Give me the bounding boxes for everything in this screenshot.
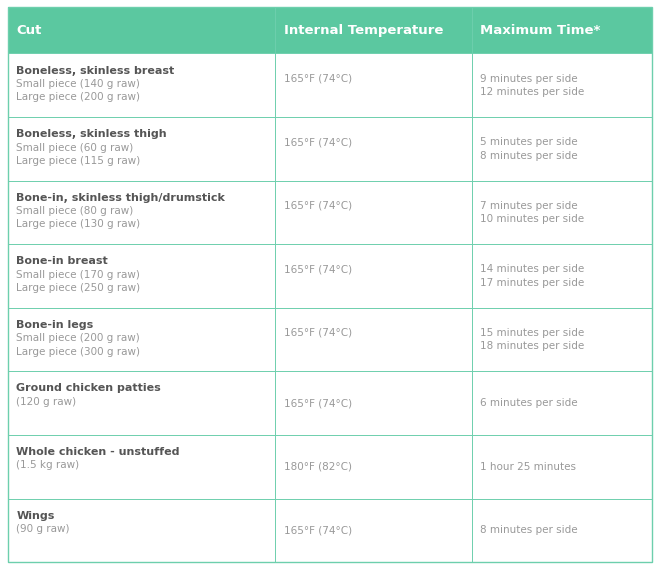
Text: 165°F (74°C): 165°F (74°C): [284, 328, 352, 338]
Text: Small piece (200 g raw): Small piece (200 g raw): [16, 333, 140, 343]
Bar: [8, 53, 652, 117]
Text: 1 hour 25 minutes: 1 hour 25 minutes: [480, 462, 576, 472]
Text: Small piece (60 g raw): Small piece (60 g raw): [16, 142, 134, 152]
Bar: [8, 244, 652, 308]
Text: Internal Temperature: Internal Temperature: [284, 24, 444, 36]
Text: 12 minutes per side: 12 minutes per side: [480, 87, 585, 97]
Text: Wings: Wings: [16, 510, 55, 521]
Bar: [8, 498, 652, 562]
Text: Ground chicken patties: Ground chicken patties: [16, 384, 161, 394]
Text: Small piece (140 g raw): Small piece (140 g raw): [16, 79, 141, 89]
Text: Large piece (200 g raw): Large piece (200 g raw): [16, 92, 141, 102]
Text: (90 g raw): (90 g raw): [16, 524, 70, 534]
Text: Whole chicken - unstuffed: Whole chicken - unstuffed: [16, 447, 180, 457]
Text: Boneless, skinless breast: Boneless, skinless breast: [16, 65, 175, 76]
Text: Bone-in legs: Bone-in legs: [16, 320, 94, 330]
Text: 165°F (74°C): 165°F (74°C): [284, 201, 352, 211]
Bar: [8, 435, 652, 498]
Text: Bone-in breast: Bone-in breast: [16, 256, 108, 266]
Text: Large piece (300 g raw): Large piece (300 g raw): [16, 347, 141, 357]
Bar: [8, 181, 652, 244]
Text: 17 minutes per side: 17 minutes per side: [480, 278, 585, 288]
Text: 15 minutes per side: 15 minutes per side: [480, 328, 585, 338]
Text: Large piece (115 g raw): Large piece (115 g raw): [16, 156, 141, 166]
Text: (1.5 kg raw): (1.5 kg raw): [16, 460, 80, 471]
Text: 9 minutes per side: 9 minutes per side: [480, 73, 578, 84]
Text: Small piece (80 g raw): Small piece (80 g raw): [16, 206, 134, 216]
Text: (120 g raw): (120 g raw): [16, 397, 77, 407]
Bar: [8, 372, 652, 435]
Text: 8 minutes per side: 8 minutes per side: [480, 525, 578, 535]
Bar: [8, 117, 652, 181]
Text: 6 minutes per side: 6 minutes per side: [480, 398, 578, 408]
Text: 7 minutes per side: 7 minutes per side: [480, 201, 578, 211]
Bar: [8, 7, 652, 53]
Text: Bone-in, skinless thigh/drumstick: Bone-in, skinless thigh/drumstick: [16, 193, 225, 203]
Text: Cut: Cut: [16, 24, 42, 36]
Text: Boneless, skinless thigh: Boneless, skinless thigh: [16, 129, 167, 139]
Text: Small piece (170 g raw): Small piece (170 g raw): [16, 270, 141, 280]
Text: 14 minutes per side: 14 minutes per side: [480, 265, 585, 274]
Bar: [8, 308, 652, 372]
Text: 165°F (74°C): 165°F (74°C): [284, 525, 352, 535]
Text: 10 minutes per side: 10 minutes per side: [480, 214, 584, 224]
Text: 18 minutes per side: 18 minutes per side: [480, 341, 585, 351]
Text: 180°F (82°C): 180°F (82°C): [284, 462, 352, 472]
Text: 165°F (74°C): 165°F (74°C): [284, 73, 352, 84]
Text: 165°F (74°C): 165°F (74°C): [284, 265, 352, 274]
Text: Large piece (130 g raw): Large piece (130 g raw): [16, 220, 141, 229]
Text: 165°F (74°C): 165°F (74°C): [284, 398, 352, 408]
Text: Large piece (250 g raw): Large piece (250 g raw): [16, 283, 141, 293]
Text: 165°F (74°C): 165°F (74°C): [284, 137, 352, 147]
Text: 8 minutes per side: 8 minutes per side: [480, 151, 578, 160]
Text: 5 minutes per side: 5 minutes per side: [480, 137, 578, 147]
Text: Maximum Time*: Maximum Time*: [480, 24, 601, 36]
